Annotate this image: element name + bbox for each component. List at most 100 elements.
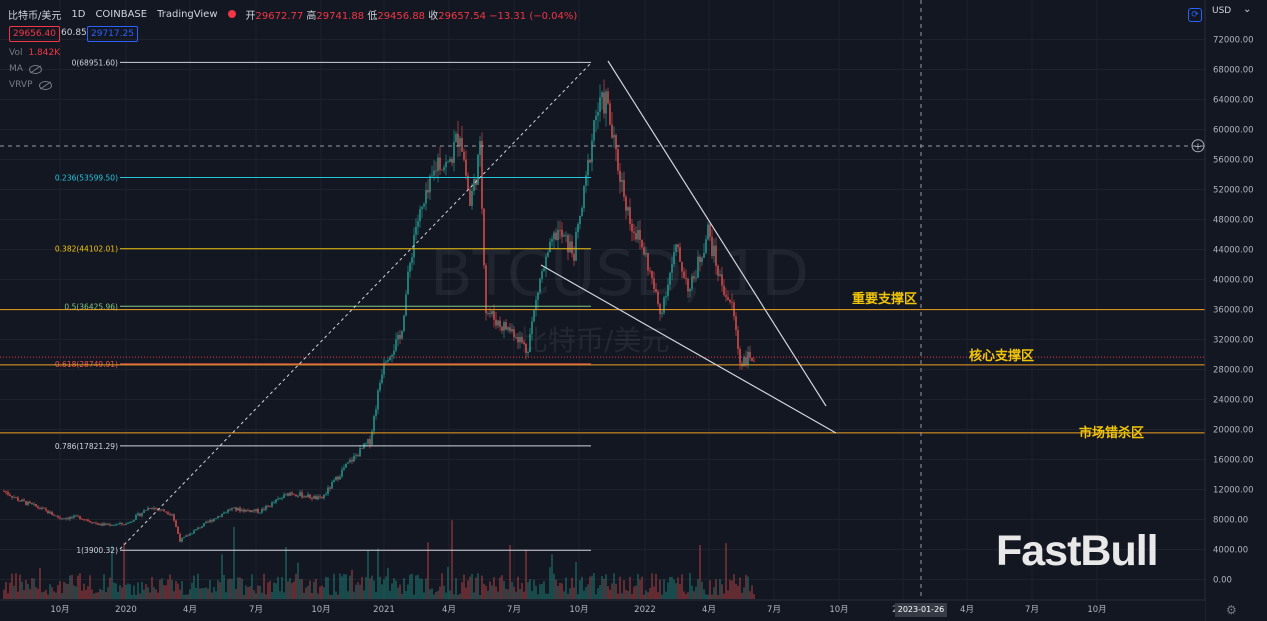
volume-bar <box>721 584 723 599</box>
volume-bar <box>171 579 173 599</box>
volume-bar <box>25 580 27 599</box>
volume-bar <box>49 584 51 599</box>
vrvp-indicator[interactable]: VRVP <box>9 80 52 90</box>
volume-bar <box>279 591 281 599</box>
interval[interactable]: 1D <box>71 8 86 20</box>
currency-label[interactable]: USD <box>1212 6 1232 16</box>
candle-body <box>509 327 511 332</box>
volume-bar <box>377 548 379 599</box>
volume-bar <box>429 589 431 599</box>
volume-bar <box>381 584 383 599</box>
candle-body <box>721 274 723 286</box>
candle-body <box>695 277 697 279</box>
volume-bar <box>35 587 37 599</box>
candle-body <box>127 522 129 524</box>
volume-bar <box>513 586 515 599</box>
candle-body <box>199 527 201 529</box>
candle-body <box>241 509 243 512</box>
volume-bar <box>197 573 199 599</box>
volume-bar <box>161 578 163 599</box>
volume-bar <box>69 575 71 599</box>
candle-body <box>91 522 93 524</box>
symbol-name[interactable]: 比特币/美元 <box>8 10 62 22</box>
candle-body <box>567 235 569 253</box>
candle-body <box>193 530 195 534</box>
volume-bar <box>145 584 147 599</box>
volume-indicator[interactable]: Vol 1.842K <box>9 48 60 58</box>
market-status-icon <box>227 10 236 18</box>
candle-body <box>37 506 39 508</box>
candle-body <box>33 503 35 505</box>
candle-body <box>287 493 289 496</box>
candle-body <box>191 533 193 535</box>
candle-body <box>641 239 643 248</box>
volume-bar <box>373 580 375 599</box>
candle-body <box>355 455 357 456</box>
volume-bar <box>185 594 187 599</box>
volume-bar <box>167 579 169 599</box>
candle-body <box>63 518 65 520</box>
fib-level-label: 0.382(44102.01) <box>55 245 118 254</box>
fib-level-label: 0.786(17821.29) <box>55 442 118 451</box>
volume-bar <box>133 585 135 599</box>
volume-bar <box>507 589 509 599</box>
volume-bar <box>605 574 607 599</box>
volume-bar <box>613 573 615 599</box>
candle-body <box>719 274 721 276</box>
candle-body <box>539 278 541 293</box>
volume-bar <box>291 583 293 599</box>
candle-body <box>521 336 523 343</box>
ask-price-box[interactable]: 29717.25 <box>87 26 138 42</box>
volume-bar <box>519 588 521 599</box>
candle-body <box>235 507 237 511</box>
price-axis: 72000.00 68000.00 64000.00 60000.00 56000.00… <box>1204 0 1267 621</box>
candle-body <box>297 495 299 497</box>
candle-body <box>377 390 379 410</box>
candle-body <box>555 232 557 240</box>
volume-bar <box>541 583 543 599</box>
volume-bar <box>425 578 427 599</box>
candle-body <box>623 179 625 197</box>
candle-body <box>263 508 265 510</box>
candle-body <box>381 374 383 383</box>
volume-bar <box>155 589 157 599</box>
fib-level-label: 0.618(28749.91) <box>55 360 118 369</box>
volume-bar <box>235 588 237 599</box>
candle-body <box>725 294 727 298</box>
candle-body <box>607 91 609 104</box>
bid-price-box[interactable]: 29656.40 <box>9 26 60 42</box>
volume-bar <box>451 520 453 599</box>
volume-bar <box>527 582 529 599</box>
chevron-down-icon[interactable]: ⌄ <box>1243 4 1252 15</box>
ma-indicator[interactable]: MA <box>9 64 42 74</box>
candle-body <box>611 124 613 138</box>
candle-body <box>187 535 189 537</box>
candle-body <box>369 439 371 445</box>
candle-body <box>599 97 601 112</box>
volume-bar <box>729 579 731 599</box>
volume-bar <box>399 584 401 599</box>
volume-bar <box>327 577 329 599</box>
volume-bar <box>589 576 591 599</box>
gear-icon[interactable]: ⚙ <box>1226 603 1237 617</box>
candle-body <box>663 297 665 313</box>
candle-body <box>361 448 363 449</box>
volume-bar <box>643 594 645 599</box>
y-tick-label: 48000.00 <box>1213 216 1254 226</box>
candle-body <box>703 252 705 259</box>
volume-bar <box>265 594 267 599</box>
volume-bar <box>733 574 735 599</box>
candle-body <box>315 496 317 500</box>
volume-bar <box>135 594 137 599</box>
volume-bar <box>175 581 177 599</box>
candle-body <box>69 516 71 520</box>
candle-body <box>543 268 545 272</box>
candle-body <box>325 493 327 495</box>
volume-bar <box>581 576 583 599</box>
volume-bar <box>741 592 743 599</box>
volume-bar <box>539 584 541 599</box>
candle-body <box>289 492 291 496</box>
sync-icon[interactable]: ⟳ <box>1188 8 1202 22</box>
volume-bar <box>487 590 489 599</box>
